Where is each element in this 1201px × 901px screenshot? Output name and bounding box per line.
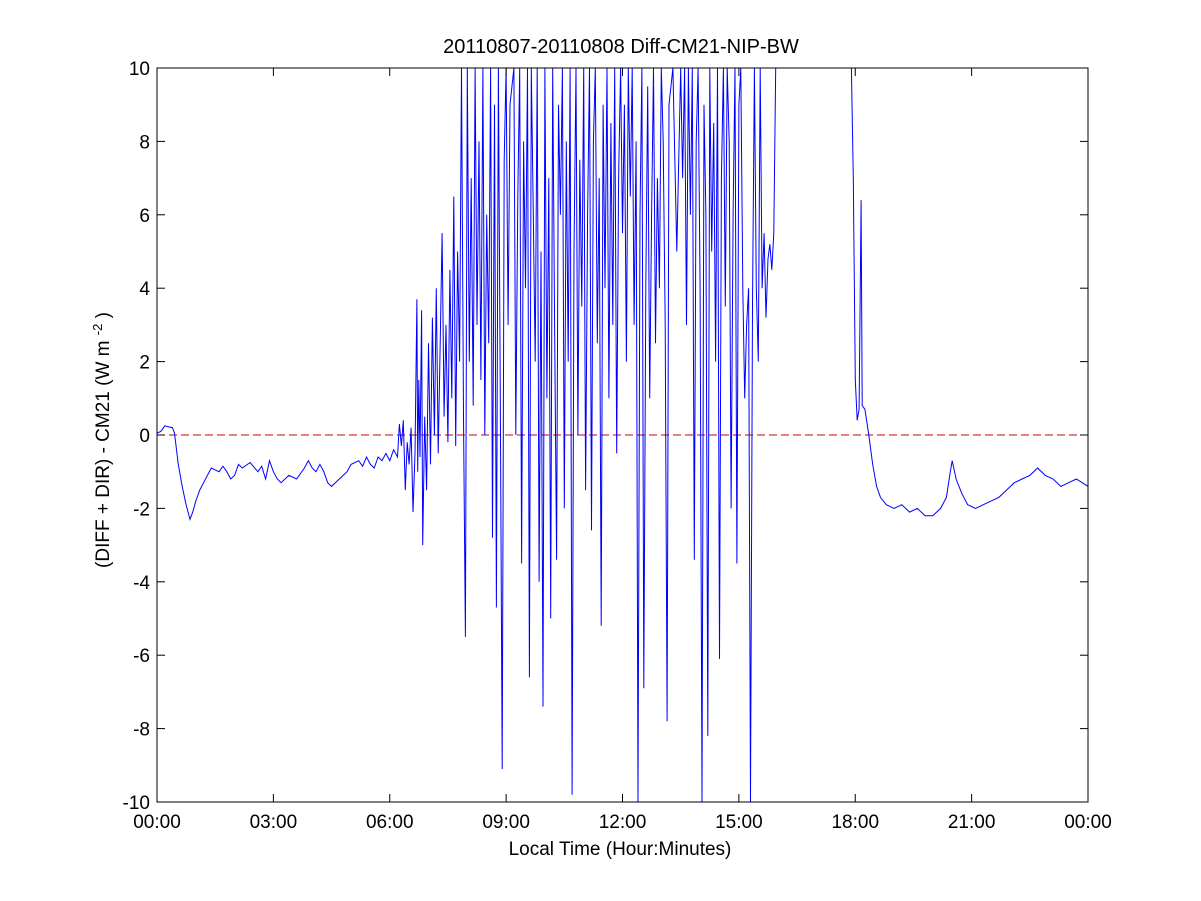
y-axis-label-close: ) [93, 312, 114, 318]
x-tick-label: 12:00 [599, 812, 647, 833]
series-line-segment-1 [157, 68, 778, 802]
y-tick-label: 2 [139, 353, 150, 374]
y-tick-label: 8 [139, 132, 150, 153]
x-tick-label: 00:00 [133, 812, 181, 833]
x-tick-label: 21:00 [948, 812, 996, 833]
y-axis-label: (DIFF + DIR) - CM21 (W m -2 ) [86, 312, 114, 568]
y-tick-label: -10 [123, 793, 150, 814]
x-tick-label: 03:00 [250, 812, 298, 833]
x-axis-label: Local Time (Hour:Minutes) [509, 839, 732, 860]
y-tick-label: 4 [139, 279, 150, 300]
y-tick-label: 6 [139, 206, 150, 227]
series-line-segment-2 [850, 68, 1088, 517]
chart-title: 20110807-20110808 Diff-CM21-NIP-BW [443, 36, 799, 58]
y-tick-label: -8 [133, 720, 150, 741]
y-axis-label-main: (DIFF + DIR) - CM21 (W m [93, 341, 114, 568]
axis-ticks [156, 67, 1089, 803]
x-tick-label: 15:00 [715, 812, 763, 833]
x-tick-label: 18:00 [831, 812, 879, 833]
y-axis-label-superscript: -2 [90, 324, 105, 336]
series-layer [157, 68, 1088, 802]
x-tick-label: 09:00 [482, 812, 530, 833]
y-tick-label: -2 [133, 499, 150, 520]
y-tick-label: 10 [129, 59, 150, 80]
x-tick-labels: 00:00 03:00 06:00 09:00 12:00 15:00 18:00 21:00… [133, 812, 1112, 833]
y-tick-labels: -10 -8 -6 -4 -2 0 2 4 6 8 10 [123, 59, 151, 814]
y-tick-label: -4 [133, 573, 150, 594]
x-tick-label: 00:00 [1064, 812, 1112, 833]
y-tick-label: -6 [133, 646, 150, 667]
x-tick-label: 06:00 [366, 812, 414, 833]
y-tick-label: 0 [139, 426, 150, 447]
